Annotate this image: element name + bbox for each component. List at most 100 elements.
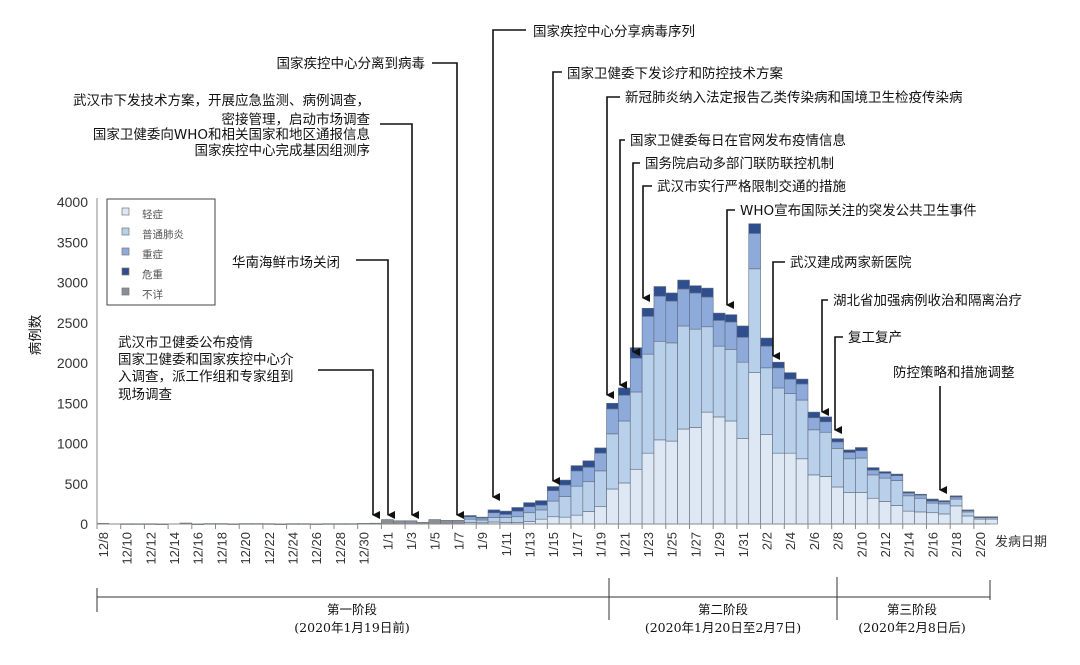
bar-segment-2-17-s0 [938, 513, 951, 525]
bar-segment-1-30-s0 [724, 420, 738, 525]
bar-segment-1-25-s2 [665, 300, 678, 344]
bar-segment-1-23-s0 [641, 452, 655, 525]
bar-segment-1-22-s2 [629, 357, 643, 393]
bar-segment-1-24-s2 [653, 295, 667, 342]
annotation-arrow [642, 185, 652, 302]
bar-segment-1-9-s2 [475, 517, 489, 521]
bar-segment-1-21-s3 [618, 387, 631, 396]
bar-segment-1-16-s1 [558, 496, 572, 518]
bar-segment-2-18-s1 [949, 498, 963, 507]
x-tick-label: 1/11 [499, 532, 514, 556]
bar-segment-1-31-s3 [736, 325, 750, 338]
phase-1-name: 第一阶段 [327, 602, 377, 617]
phase-2-name: 第二阶段 [698, 602, 748, 617]
bar-segment-2-8-s0 [831, 486, 844, 525]
bar-segment-1-27-s0 [689, 427, 702, 525]
bar-segment-1-31-s0 [736, 438, 750, 525]
bar-segment-1-9-s1 [475, 519, 489, 524]
bar-segment-2-4-s0 [783, 452, 797, 525]
bar-segment-2-7-s3 [819, 416, 832, 423]
bar-segment-2-10-s2 [855, 450, 868, 459]
bar-segment-1-30-s3 [724, 314, 738, 323]
x-tick-label: 1/1 [380, 532, 395, 550]
bar-segment-1-21-s1 [618, 420, 631, 484]
x-tick-label: 2/4 [783, 532, 798, 550]
annotation-text: 入调查，派工作组和专家组到 [118, 368, 294, 385]
bar-segment-1-21-s2 [618, 394, 631, 422]
bar-segment-2-11-s3 [866, 467, 880, 471]
x-tick-label: 2/14 [902, 532, 917, 557]
bar-segment-1-14-s0 [535, 518, 548, 525]
bar-segment-2-2-s3 [760, 337, 773, 347]
legend-swatch [121, 287, 130, 296]
bar-segment-1-26-s0 [677, 428, 690, 525]
bar-segment-2-6-s1 [807, 429, 821, 476]
bar-segment-1-15-s1 [546, 500, 560, 518]
annotation-text: 国家卫健委下发诊疗和防控技术方案 [567, 65, 783, 82]
y-tick-label: 1500 [57, 395, 88, 411]
bar-segment-1-18-s1 [582, 481, 595, 512]
bar-segment-2-19-s1 [961, 511, 975, 517]
phase-timeline: 第一阶段 (2020年1月19日前) 第二阶段 (2020年1月20日至2月7日… [96, 577, 991, 635]
annotation-text: WHO宣布国际关注的突发公共卫生事件 [740, 203, 977, 219]
bar-segment-2-1-s3 [748, 223, 761, 234]
annotation-text: 湖北省加强病例收治和隔离治疗 [833, 292, 1022, 309]
bar-segment-1-13-s2 [523, 506, 536, 514]
bar-segment-1-14-s1 [535, 509, 548, 520]
bar-segment-2-13-s2 [890, 475, 904, 481]
bar-segment-2-21-s0 [985, 518, 998, 525]
bar-segment-2-18-s0 [949, 505, 963, 525]
bar-segment-1-17-s0 [570, 514, 584, 525]
bar-segment-1-7-s4 [452, 520, 465, 525]
bar-segment-2-13-s1 [890, 480, 904, 506]
bar-segment-2-7-s0 [819, 476, 832, 525]
bar-segment-2-18-s3 [949, 495, 963, 498]
annotation-arrow [821, 299, 829, 416]
legend-swatch [121, 267, 130, 276]
phase-1-range: (2020年1月19日前) [294, 620, 409, 635]
bar-segment-1-15-s2 [546, 490, 560, 502]
bar-segment-2-12-s1 [878, 477, 892, 502]
bar-segment-2-5-s1 [795, 399, 809, 460]
bar-segment-1-11-s1 [499, 517, 513, 523]
annotation-text: 国家疾控中心完成基因组测序 [195, 142, 371, 159]
legend-swatch [121, 227, 130, 236]
bar-segment-2-13-s3 [890, 473, 904, 476]
bar-segment-2-3-s2 [772, 367, 785, 389]
bar-segment-1-16-s3 [558, 479, 572, 486]
bar-segment-1-8-s2 [464, 516, 477, 520]
bar-segment-1-12-s1 [511, 516, 524, 523]
x-tick-label: 1/31 [736, 532, 751, 557]
bar-segment-2-14-s1 [902, 495, 915, 512]
bar-segment-2-6-s0 [807, 474, 821, 525]
bar-segment-1-20-s3 [606, 402, 619, 410]
bar-segment-1-12-s3 [511, 507, 524, 512]
bar-segment-1-21-s0 [618, 482, 631, 525]
y-tick-label: 1000 [57, 436, 88, 452]
x-tick-label: 1/19 [594, 532, 609, 557]
bar-segment-1-28-s0 [701, 411, 714, 525]
bar-segment-2-8-s2 [831, 441, 844, 449]
bar-segment-2-18-s2 [949, 496, 963, 500]
bar-segment-1-31-s1 [736, 361, 750, 439]
x-tick-label: 1/17 [570, 532, 585, 557]
bar-segment-2-11-s2 [866, 469, 880, 476]
x-tick-label: 1/27 [688, 532, 703, 557]
bar-segment-1-13-s3 [523, 502, 536, 507]
bar-segment-1-24-s3 [653, 286, 667, 297]
bar-segment-1-17-s1 [570, 485, 584, 516]
annotation-text: 国家卫健委每日在官网发布疫情信息 [630, 132, 846, 149]
bar-segment-1-26-s3 [677, 279, 690, 290]
x-tick-label: 1/5 [428, 532, 443, 550]
legend-label: 不详 [142, 288, 163, 301]
bar-segment-1-6-s4 [440, 520, 453, 525]
bar-segment-2-9-s3 [843, 449, 856, 453]
bar-segment-1-26-s2 [677, 288, 690, 327]
x-tick-label: 2/6 [807, 532, 822, 550]
bar-segment-2-1-s0 [748, 372, 761, 525]
annotation-arrow [772, 261, 785, 360]
bar-segment-2-16-s1 [926, 502, 939, 514]
bar-segment-1-22-s1 [629, 391, 643, 470]
